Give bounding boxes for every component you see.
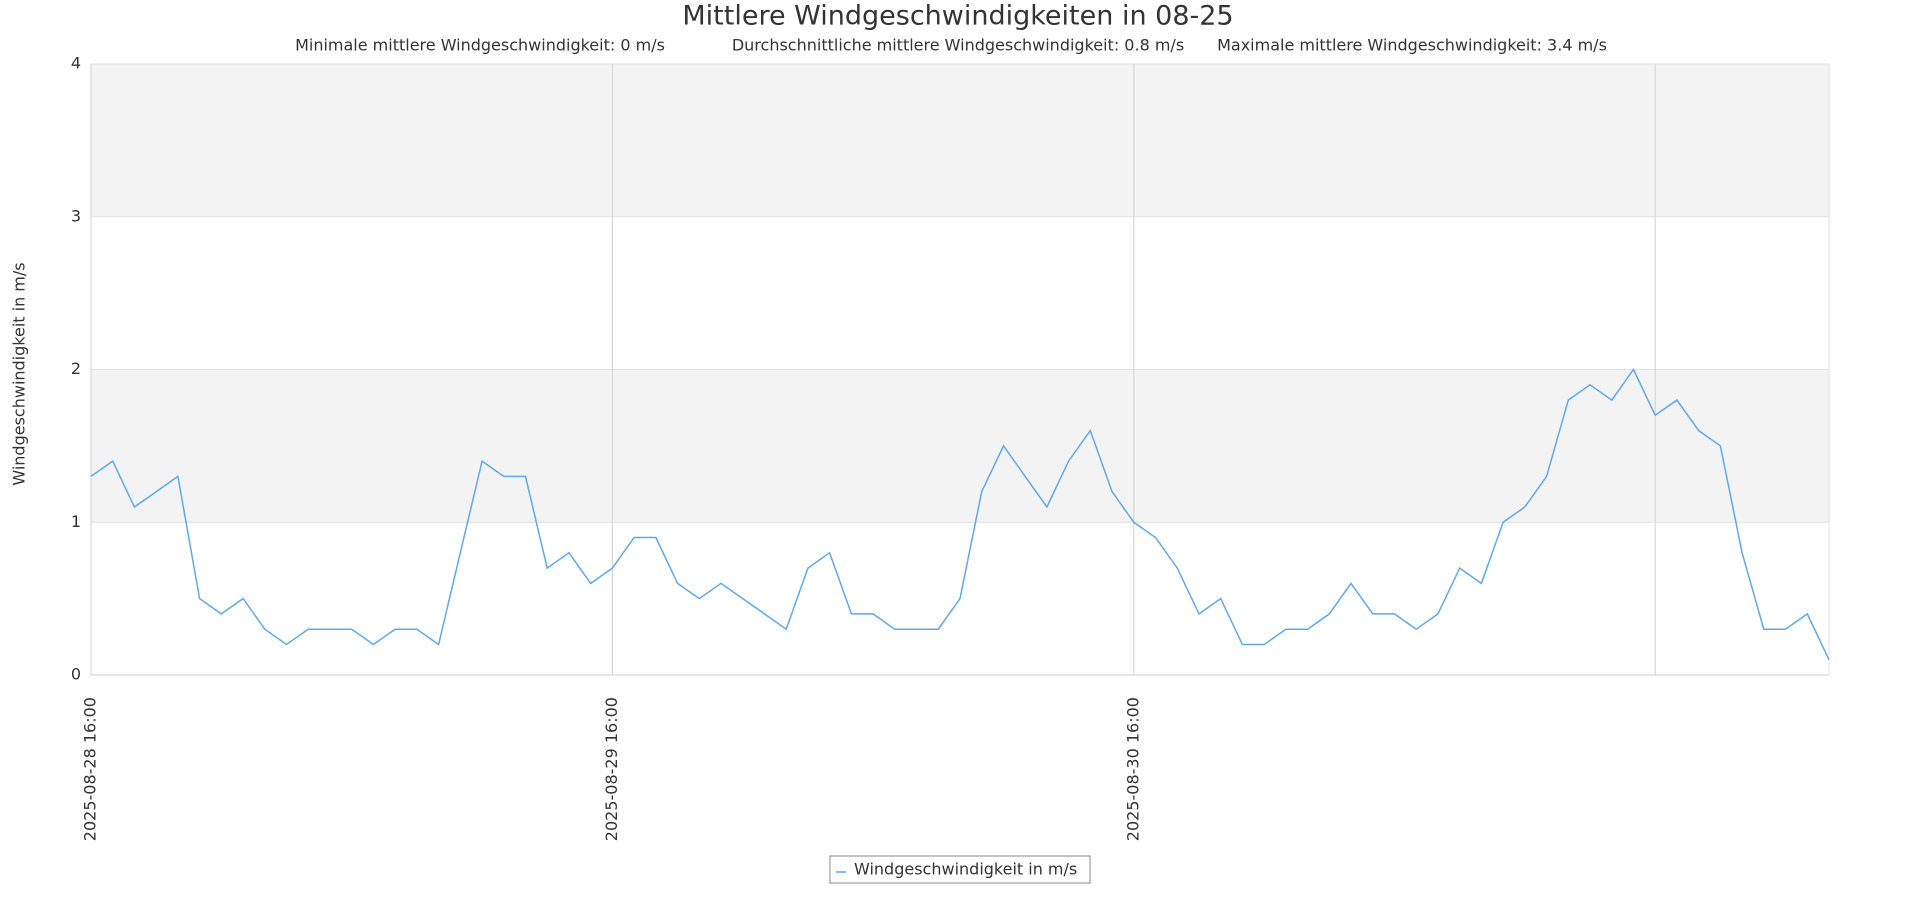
y-tick-label: 0	[71, 665, 81, 684]
y-tick-label: 3	[71, 206, 81, 225]
y-axis-label: Windgeschwindigkeit in m/s	[10, 262, 29, 485]
plot-band	[91, 369, 1829, 523]
y-tick-label: 1	[71, 512, 81, 531]
legend-label[interactable]: Windgeschwindigkeit in m/s	[854, 860, 1077, 879]
x-tick-label: 2025-08-28 16:00	[81, 697, 100, 841]
x-tick-label: 2025-08-30 16:00	[1123, 697, 1142, 841]
x-tick-label: 2025-08-29 16:00	[602, 697, 621, 841]
y-tick-label: 2	[71, 359, 81, 378]
subtitle: Minimale mittlere Windgeschwindigkeit: 0…	[295, 36, 665, 55]
data-line	[90, 368, 1830, 661]
y-tick-label: 4	[71, 54, 81, 73]
legend-box	[829, 855, 1091, 884]
subtitle: Durchschnittliche mittlere Windgeschwind…	[732, 36, 1184, 55]
subtitle: Maximale mittlere Windgeschwindigkeit: 3…	[1217, 36, 1607, 55]
plot-band	[91, 64, 1829, 217]
chart-title: Mittlere Windgeschwindigkeiten in 08-25	[682, 1, 1233, 32]
